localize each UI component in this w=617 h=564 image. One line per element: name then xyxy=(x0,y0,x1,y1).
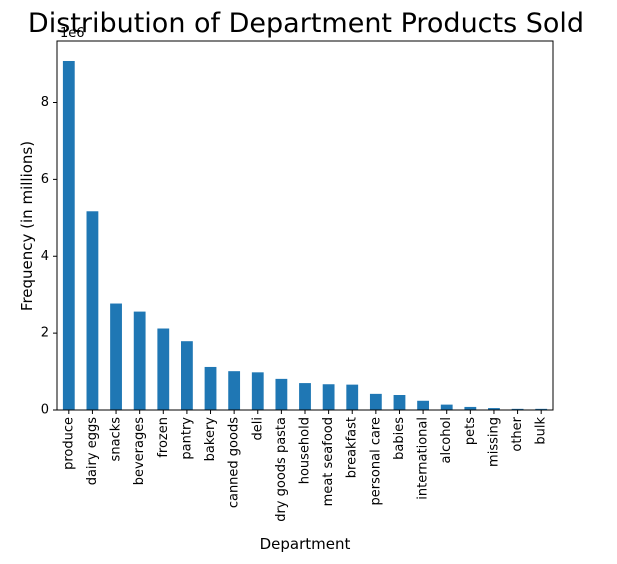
bar-international xyxy=(417,400,429,410)
x-tick-label: missing xyxy=(486,417,501,467)
x-tick-label: pantry xyxy=(179,417,194,460)
x-tick-label: meat seafood xyxy=(321,417,336,506)
x-axis-label: Department xyxy=(260,535,351,553)
x-tick-label: alcohol xyxy=(439,417,454,463)
y-tick-label: 4 xyxy=(41,249,49,264)
x-tick-label: babies xyxy=(392,417,407,460)
bar-dry-goods-pasta xyxy=(275,378,288,410)
y-axis-ticks: 0 2 4 6 8 xyxy=(41,95,57,418)
y-tick-label: 2 xyxy=(41,326,49,341)
bar-pantry xyxy=(181,341,193,410)
x-tick-label: breakfast xyxy=(345,417,360,478)
bar-pets xyxy=(464,406,477,410)
x-tick-label: international xyxy=(416,417,431,500)
bar-babies xyxy=(393,395,406,410)
y-tick-label: 6 xyxy=(41,172,49,187)
y-axis-label: Frequency (in millions) xyxy=(18,141,36,311)
bar-deli xyxy=(251,372,264,410)
x-tick-label: pets xyxy=(463,417,478,445)
bar-bakery xyxy=(204,366,217,410)
bar-household xyxy=(299,383,311,410)
x-tick-label: other xyxy=(510,416,525,451)
y-axis-offset-label: 1e6 xyxy=(60,26,85,41)
bar-canned-goods xyxy=(228,371,241,410)
bar-breakfast xyxy=(346,384,359,410)
bar-produce xyxy=(62,60,75,411)
chart-title: Distribution of Department Products Sold xyxy=(28,8,584,39)
x-tick-label: dairy eggs xyxy=(85,417,100,486)
x-tick-label: beverages xyxy=(132,417,147,486)
bar-alcohol xyxy=(440,404,453,410)
x-tick-label: household xyxy=(298,417,313,484)
x-tick-label: dry goods pasta xyxy=(274,417,289,522)
bars-group xyxy=(62,60,548,411)
bar-beverages xyxy=(133,311,146,410)
bar-missing xyxy=(488,408,500,410)
x-tick-label: snacks xyxy=(109,417,124,462)
bar-bulk xyxy=(535,408,548,410)
bar-personal-care xyxy=(369,393,382,410)
bar-other xyxy=(511,408,524,410)
bar-frozen xyxy=(157,328,170,410)
plot-frame xyxy=(56,40,554,411)
y-tick-label: 8 xyxy=(41,95,49,110)
x-tick-label: produce xyxy=(61,417,76,470)
x-tick-label: bakery xyxy=(203,417,218,462)
x-axis-ticks: produce dairy eggs snacks beverages frozen pa… xyxy=(61,410,549,522)
y-tick-label: 0 xyxy=(41,403,49,418)
x-tick-label: personal care xyxy=(368,417,383,505)
bar-dairy-eggs xyxy=(86,211,99,410)
bar-meat-seafood xyxy=(322,384,335,410)
x-tick-label: deli xyxy=(250,417,265,440)
x-tick-label: frozen xyxy=(156,417,171,458)
bar-snacks xyxy=(110,303,122,410)
x-tick-label: bulk xyxy=(534,417,549,445)
x-tick-label: canned goods xyxy=(227,417,242,508)
